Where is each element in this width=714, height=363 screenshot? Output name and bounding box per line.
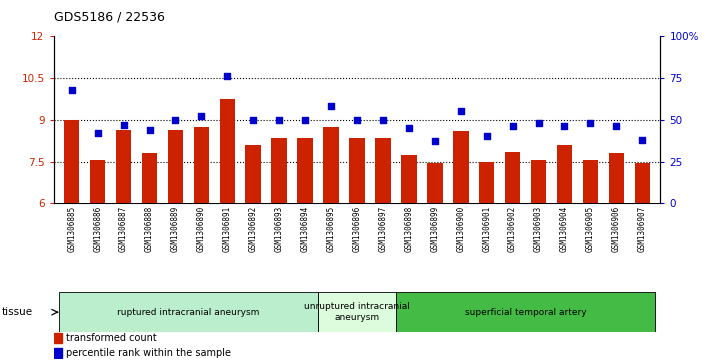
Text: GSM1306898: GSM1306898: [404, 206, 413, 252]
Point: [377, 117, 388, 123]
Text: GSM1306904: GSM1306904: [560, 206, 569, 252]
Bar: [271, 138, 287, 203]
Text: GSM1306905: GSM1306905: [586, 206, 595, 252]
Bar: [531, 160, 546, 203]
Point: [403, 125, 415, 131]
Text: ruptured intracranial aneurysm: ruptured intracranial aneurysm: [117, 308, 260, 317]
Bar: [116, 130, 131, 203]
Bar: [608, 153, 624, 203]
Bar: [349, 138, 365, 203]
Text: GSM1306885: GSM1306885: [67, 206, 76, 252]
Text: GSM1306890: GSM1306890: [197, 206, 206, 252]
Bar: [453, 131, 468, 203]
Point: [299, 117, 311, 123]
Text: GSM1306894: GSM1306894: [301, 206, 310, 252]
Bar: [318, 292, 396, 332]
Point: [221, 73, 233, 79]
Text: GSM1306889: GSM1306889: [171, 206, 180, 252]
Text: GSM1306907: GSM1306907: [638, 206, 647, 252]
Text: GSM1306896: GSM1306896: [353, 206, 361, 252]
Text: GDS5186 / 22536: GDS5186 / 22536: [54, 11, 164, 24]
Bar: [54, 348, 62, 358]
Text: transformed count: transformed count: [66, 334, 157, 343]
Text: GSM1306897: GSM1306897: [378, 206, 388, 252]
Text: percentile rank within the sample: percentile rank within the sample: [66, 348, 231, 358]
Text: GSM1306906: GSM1306906: [612, 206, 621, 252]
Bar: [219, 99, 235, 203]
Bar: [401, 155, 417, 203]
Bar: [246, 145, 261, 203]
Point: [196, 114, 207, 119]
Point: [351, 117, 363, 123]
Text: unruptured intracranial
aneurysm: unruptured intracranial aneurysm: [304, 302, 410, 322]
Bar: [193, 127, 209, 203]
Bar: [396, 292, 655, 332]
Bar: [90, 160, 106, 203]
Bar: [64, 120, 79, 203]
Point: [455, 109, 466, 114]
Point: [429, 139, 441, 144]
Point: [118, 122, 129, 128]
Point: [66, 87, 77, 93]
Bar: [505, 152, 521, 203]
Text: GSM1306895: GSM1306895: [326, 206, 336, 252]
Text: GSM1306886: GSM1306886: [93, 206, 102, 252]
Bar: [427, 163, 443, 203]
Point: [248, 117, 259, 123]
Text: GSM1306891: GSM1306891: [223, 206, 232, 252]
Point: [533, 120, 544, 126]
Point: [170, 117, 181, 123]
Bar: [168, 130, 183, 203]
Point: [637, 137, 648, 143]
Bar: [557, 145, 572, 203]
Point: [144, 127, 155, 133]
Bar: [635, 163, 650, 203]
Bar: [479, 162, 495, 203]
Bar: [583, 160, 598, 203]
Text: GSM1306899: GSM1306899: [431, 206, 439, 252]
Bar: [54, 333, 62, 343]
Point: [92, 130, 104, 136]
Point: [273, 117, 285, 123]
Bar: [142, 153, 157, 203]
Point: [326, 103, 337, 109]
Bar: [59, 292, 318, 332]
Bar: [375, 138, 391, 203]
Point: [507, 123, 518, 129]
Text: GSM1306888: GSM1306888: [145, 206, 154, 252]
Text: GSM1306892: GSM1306892: [248, 206, 258, 252]
Text: GSM1306887: GSM1306887: [119, 206, 128, 252]
Point: [559, 123, 570, 129]
Text: GSM1306903: GSM1306903: [534, 206, 543, 252]
Bar: [297, 138, 313, 203]
Text: GSM1306902: GSM1306902: [508, 206, 517, 252]
Point: [610, 123, 622, 129]
Point: [585, 120, 596, 126]
Text: GSM1306893: GSM1306893: [275, 206, 283, 252]
Text: superficial temporal artery: superficial temporal artery: [465, 308, 586, 317]
Text: tissue: tissue: [1, 307, 33, 317]
Bar: [323, 127, 339, 203]
Point: [481, 134, 493, 139]
Text: GSM1306901: GSM1306901: [482, 206, 491, 252]
Text: GSM1306900: GSM1306900: [456, 206, 466, 252]
